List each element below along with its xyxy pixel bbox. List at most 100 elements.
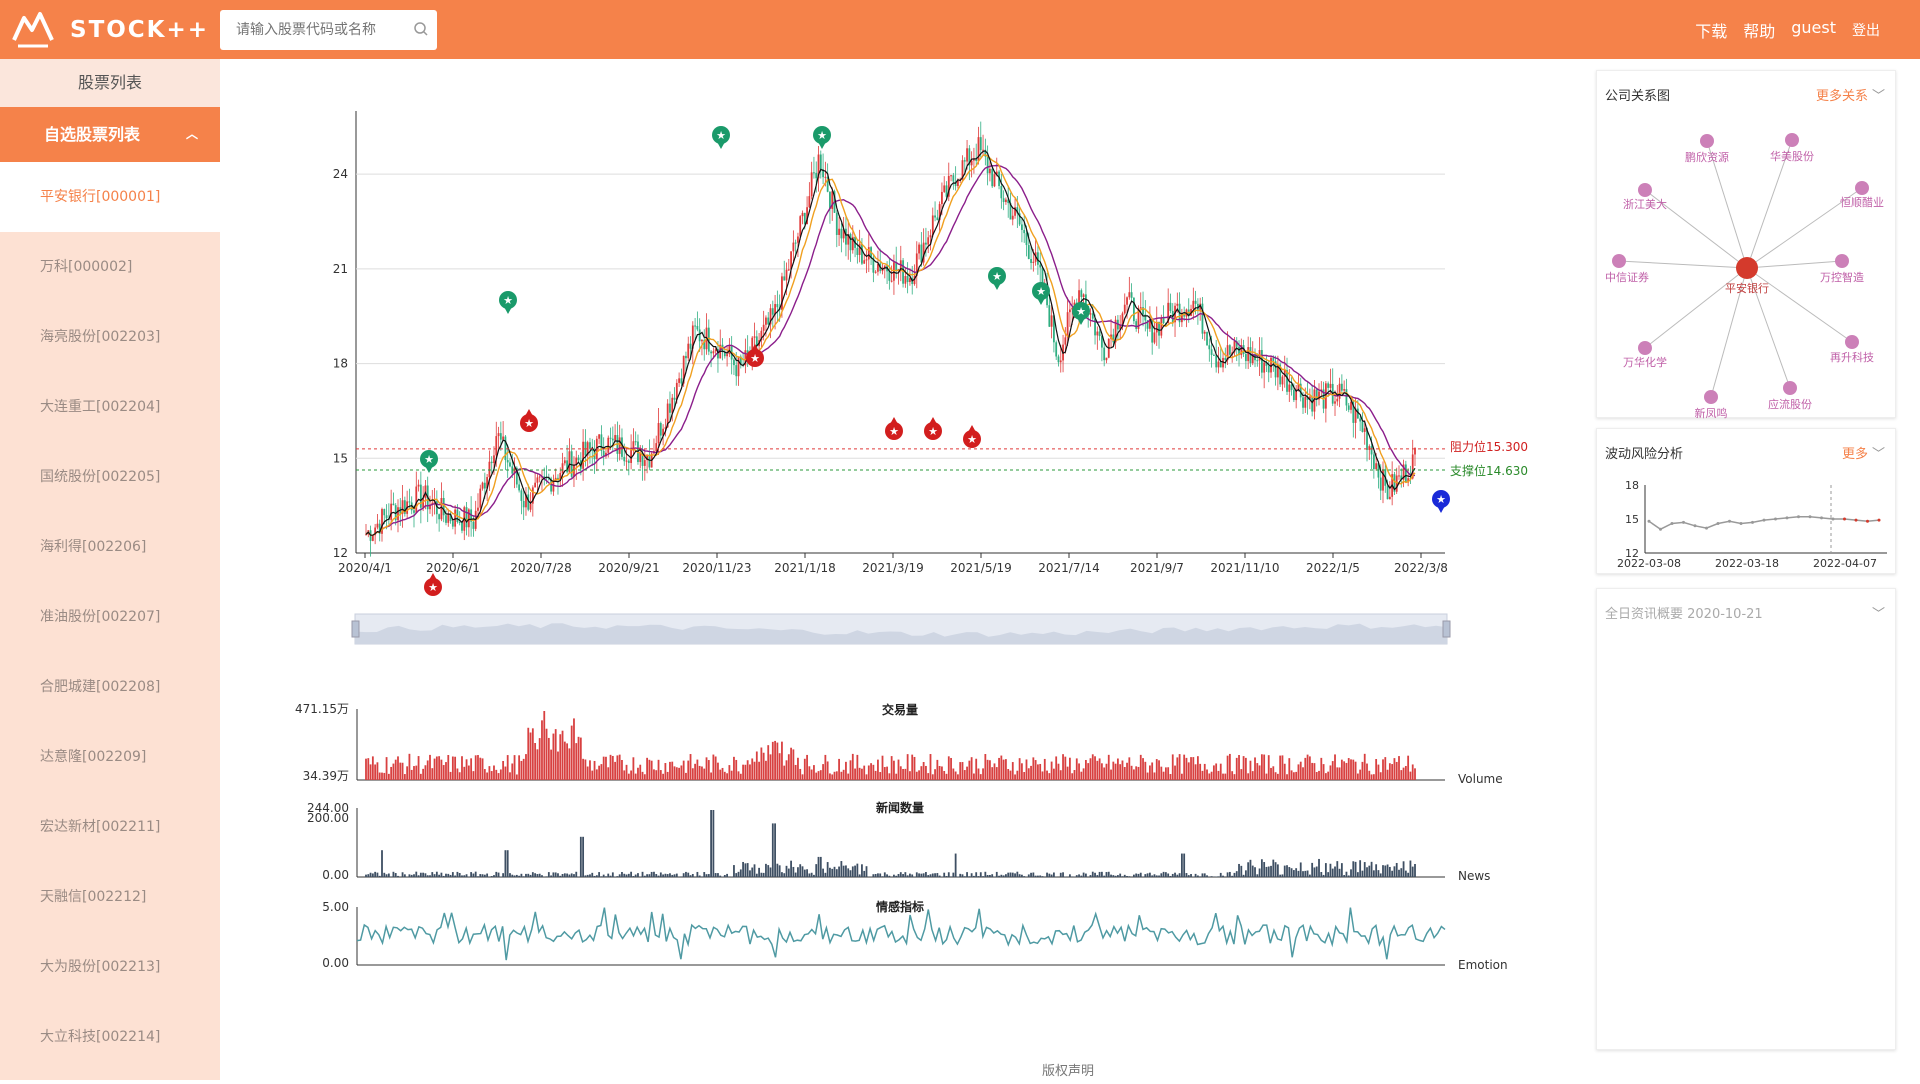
risk-point xyxy=(1648,520,1651,523)
volume-bar xyxy=(397,756,399,780)
news-bar xyxy=(813,875,815,877)
x-tick-label: 2021/3/19 xyxy=(862,561,924,575)
candle-body xyxy=(966,148,968,161)
volume-bar xyxy=(1394,758,1396,780)
volume-bar xyxy=(1218,771,1220,780)
news-bar xyxy=(495,872,497,877)
news-bar xyxy=(1048,874,1050,877)
volume-bar xyxy=(381,773,383,780)
news-bar xyxy=(1261,859,1263,877)
candle-body xyxy=(1220,362,1222,368)
news-bar xyxy=(1341,863,1343,877)
news-bar xyxy=(1323,875,1325,877)
sidebar-stock-item[interactable]: 合肥城建[002208] xyxy=(0,652,220,722)
volume-bar xyxy=(852,754,854,780)
volume-bar xyxy=(377,762,379,780)
search-input[interactable] xyxy=(220,10,400,50)
volume-bar xyxy=(934,769,936,780)
relation-node xyxy=(1835,254,1849,268)
news-bar xyxy=(427,875,429,877)
sidebar-stock-item[interactable]: 达意隆[002209] xyxy=(0,722,220,792)
candle-body xyxy=(669,404,671,413)
search-icon[interactable] xyxy=(413,21,429,37)
sidebar-stock-item[interactable]: 大为股份[002213] xyxy=(0,932,220,1002)
news-bar xyxy=(1286,865,1288,877)
volume-bar xyxy=(859,768,861,780)
news-bar xyxy=(975,872,977,877)
candle-body xyxy=(1375,463,1377,469)
volume-bar xyxy=(1384,757,1386,780)
sidebar-stock-item[interactable]: 大连重工[002204] xyxy=(0,372,220,442)
search-box[interactable] xyxy=(220,10,437,50)
candle-body xyxy=(562,463,564,473)
volume-bar xyxy=(872,765,874,780)
news-bar xyxy=(1284,866,1286,877)
nav-download[interactable]: 下载 xyxy=(1695,18,1727,42)
news-min-label: 0.00 xyxy=(322,868,349,882)
relation-node-label: 恒顺醋业 xyxy=(1840,195,1884,209)
news-bar xyxy=(888,876,890,877)
news-bar xyxy=(824,873,826,877)
news-summary-toggle[interactable]: ﹀ xyxy=(1868,603,1885,622)
sidebar-stock-item[interactable]: 海亮股份[002203] xyxy=(0,302,220,372)
candle-body xyxy=(420,485,422,508)
candle-body xyxy=(1302,397,1304,407)
sidebar-stock-item[interactable]: 万科[000002] xyxy=(0,232,220,302)
news-bar xyxy=(799,864,801,877)
volume-bar xyxy=(925,766,927,780)
news-bar xyxy=(747,863,749,877)
volume-bar xyxy=(783,766,785,780)
candle-body xyxy=(1268,366,1270,373)
nav-logout[interactable]: 登出 xyxy=(1852,20,1880,42)
sidebar-stock-item[interactable]: 天融信[002212] xyxy=(0,862,220,932)
volume-bar xyxy=(1268,755,1270,780)
sidebar-stock-item[interactable]: 宏达新材[002211] xyxy=(0,792,220,862)
news-bar xyxy=(831,869,833,877)
candle-body xyxy=(1131,292,1133,298)
volume-bar xyxy=(1343,761,1345,780)
news-bar xyxy=(1247,862,1249,877)
sidebar-stock-item[interactable]: 大立科技[002214] xyxy=(0,1002,220,1072)
nav-help[interactable]: 帮助 xyxy=(1743,18,1775,42)
news-bar xyxy=(959,874,961,877)
candle-body xyxy=(1124,305,1126,314)
copyright-link[interactable]: 版权声明 xyxy=(1042,1060,1094,1079)
news-bar xyxy=(1414,864,1416,877)
sidebar-stock-item[interactable]: 准油股份[002207] xyxy=(0,582,220,652)
candle-body xyxy=(850,234,852,250)
volume-bar xyxy=(415,766,417,780)
sidebar-stock-item[interactable]: 国统股份[002205] xyxy=(0,442,220,512)
nav-user[interactable]: guest xyxy=(1791,18,1836,42)
volume-bar xyxy=(1414,768,1416,780)
news-bar xyxy=(902,874,904,877)
volume-bar xyxy=(1357,774,1359,780)
news-bar xyxy=(1373,870,1375,877)
sidebar-stock-item[interactable]: 平安银行[000001] xyxy=(0,162,220,232)
sidebar-group-label: 自选股票列表 xyxy=(44,125,140,144)
news-bar xyxy=(372,873,374,877)
chevron-up-icon[interactable]: ︿ xyxy=(186,107,198,162)
candle-body xyxy=(564,460,566,463)
news-bar xyxy=(733,865,735,877)
sidebar-group-watchlist[interactable]: 自选股票列表 ︿ xyxy=(0,107,220,162)
candle-body xyxy=(1028,245,1030,259)
news-bar xyxy=(1012,873,1014,877)
news-bar xyxy=(683,873,685,877)
sidebar-stock-item[interactable]: 海利得[002206] xyxy=(0,512,220,582)
volume-bar xyxy=(1314,763,1316,780)
volume-bar xyxy=(626,765,628,780)
volume-bar xyxy=(1149,765,1151,780)
stock-list: 平安银行[000001]万科[000002]海亮股份[002203]大连重工[0… xyxy=(0,162,220,1072)
news-bar xyxy=(850,870,852,877)
news-bar xyxy=(386,874,388,877)
news-bar xyxy=(1154,874,1156,877)
news-bar xyxy=(751,868,753,877)
volume-bar xyxy=(978,769,980,780)
logo[interactable]: STOCK++ xyxy=(10,10,209,50)
candle-body xyxy=(888,271,890,280)
volume-bar xyxy=(1247,773,1249,780)
volume-bar xyxy=(850,760,852,780)
star-icon: ★ xyxy=(524,417,534,430)
news-bar xyxy=(1204,873,1206,877)
